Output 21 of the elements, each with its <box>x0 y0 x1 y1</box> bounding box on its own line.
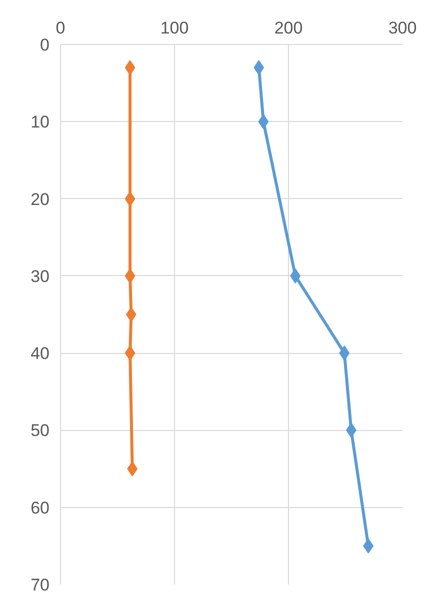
x-tick-label: 300 <box>388 18 417 38</box>
point <box>124 346 136 361</box>
point <box>339 346 350 361</box>
y-tick-label: 0 <box>40 36 50 54</box>
point <box>124 191 136 206</box>
point <box>258 114 269 130</box>
y-tick-label: 50 <box>30 421 50 440</box>
x-tick-label: 200 <box>274 18 303 38</box>
point <box>254 60 264 76</box>
point <box>124 268 136 284</box>
y-tick-label: 40 <box>30 344 50 364</box>
y-tick-label: 70 <box>30 576 50 594</box>
point <box>124 60 136 76</box>
y-tick-label: 30 <box>30 266 50 286</box>
y-tick-label: 10 <box>30 112 50 132</box>
x-tick-label: 100 <box>160 18 189 38</box>
x-tick-label: 0 <box>56 18 66 38</box>
y-tick-label: 20 <box>30 190 50 209</box>
point <box>126 307 136 322</box>
y-tick-label: 60 <box>30 498 50 518</box>
point <box>290 268 301 284</box>
